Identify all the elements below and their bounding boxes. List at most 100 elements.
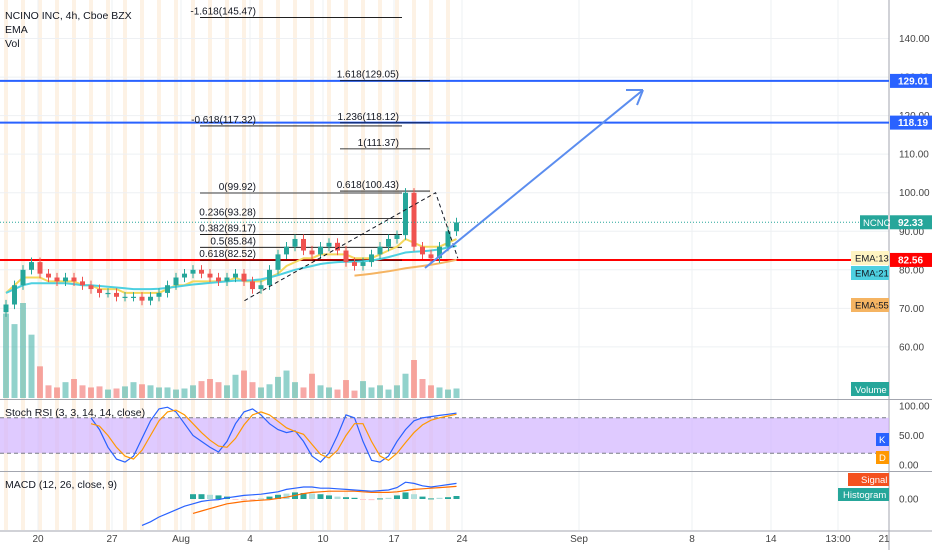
macd-histogram-bar [309, 493, 315, 499]
candle-body [352, 262, 357, 266]
candle-body [148, 296, 153, 301]
macd-histogram-bar [198, 494, 205, 499]
y-tick-label: 140.00 [899, 34, 930, 45]
resistance-118-badge [890, 115, 932, 130]
ema-indicator-label: EMA [5, 24, 28, 36]
volume-bar [283, 370, 290, 398]
volume-badge-label: Volume [855, 385, 887, 396]
macd-histogram-bar [207, 494, 213, 499]
candle-body [29, 262, 34, 270]
candle-body [386, 238, 391, 247]
volume-bar [428, 385, 434, 398]
session-stripe [242, 0, 246, 530]
rsi-tick-label: 50.00 [899, 431, 924, 442]
candle-body [63, 277, 68, 282]
candle-body [411, 192, 417, 247]
rsi-tick-label: 100.00 [899, 402, 930, 413]
candle-body [326, 242, 332, 247]
macd-histogram-bar [428, 498, 434, 500]
candle-body [131, 296, 136, 298]
fib-label: 1.618(129.05) [337, 70, 399, 81]
macd-histogram-bar [283, 493, 290, 499]
volume-bar [139, 384, 145, 398]
session-stripe [21, 0, 25, 530]
candle-body [369, 254, 374, 263]
x-tick-label: 14 [765, 534, 777, 545]
candle-body [156, 292, 162, 297]
volume-bar [156, 387, 162, 398]
macd-histogram-bar [232, 499, 239, 500]
volume-bar [207, 379, 213, 398]
macd-histogram-bar [377, 498, 383, 500]
session-stripe [412, 0, 416, 530]
candle-body [445, 231, 451, 247]
volume-bar [309, 373, 315, 398]
volume-bar [224, 385, 230, 398]
candle-body [20, 269, 26, 286]
candle-body [114, 292, 119, 297]
volume-bar [147, 385, 154, 398]
candle-body [224, 277, 230, 282]
volume-bar [402, 373, 409, 398]
volume-bar [45, 385, 52, 398]
volume-bar [54, 387, 60, 398]
volume-bar [37, 366, 43, 398]
session-stripe [140, 0, 144, 530]
rsi-line [90, 406, 457, 463]
volume-bar [317, 385, 324, 398]
candle-body [258, 285, 264, 290]
candle-body [275, 254, 281, 270]
x-tick-label: 13:00 [825, 534, 850, 545]
last-price-badge [890, 215, 932, 230]
macd-signal-badge [848, 473, 889, 486]
volume-bar [122, 386, 128, 398]
volume-bar [275, 376, 281, 398]
volume-bar [62, 382, 69, 398]
candle-body [301, 238, 306, 251]
fib-label: 0(99.92) [219, 182, 256, 193]
macd-histogram-bar [453, 496, 460, 499]
resistance-129-badge [890, 73, 932, 88]
volume-bar [11, 324, 18, 398]
candle-body [335, 242, 340, 251]
ema21-badge-label: EMA:21 [855, 269, 889, 280]
candle-body [233, 273, 238, 278]
volume-bar [96, 386, 103, 398]
candle-body [377, 246, 383, 255]
forecast-arrow [424, 89, 644, 269]
candle-body [343, 250, 349, 263]
candles [3, 188, 459, 317]
candle-body [173, 277, 179, 286]
y-tick-label: 110.00 [899, 150, 929, 161]
session-stripe [293, 0, 297, 530]
volume-bar [71, 379, 77, 398]
x-tick-label: 4 [247, 534, 253, 545]
macd-histogram-bar [241, 499, 247, 501]
volume-bar [249, 382, 256, 398]
x-tick-label: 17 [388, 534, 400, 545]
y-tick-label: 100.00 [899, 188, 930, 199]
x-tick-label: Sep [570, 534, 588, 545]
rsi-title: Stoch RSI (3, 3, 14, 14, close) [5, 407, 145, 419]
price-symbol-badge [860, 215, 888, 230]
fib-label: 0.5(85.84) [210, 236, 256, 247]
rsi-k-badge [876, 433, 889, 446]
y-tick-label: 90.00 [899, 227, 924, 238]
fib-label: 0.236(93.28) [199, 208, 256, 219]
volume-bar [292, 382, 298, 398]
macd-histogram-bar [317, 494, 324, 499]
x-tick-label: 21 [878, 534, 890, 545]
session-stripe [225, 0, 229, 530]
candle-body [182, 273, 187, 278]
candle-body [139, 296, 145, 301]
volume-bar [419, 379, 426, 398]
session-stripe [259, 0, 263, 530]
x-tick-label: 10 [317, 534, 329, 545]
candle-body [3, 304, 9, 313]
volume-bar [411, 360, 417, 398]
macd-histogram-badge [838, 488, 889, 501]
volume-bar [300, 387, 307, 398]
x-tick-label: 27 [106, 534, 118, 545]
rsi-d-label: D [879, 453, 886, 464]
